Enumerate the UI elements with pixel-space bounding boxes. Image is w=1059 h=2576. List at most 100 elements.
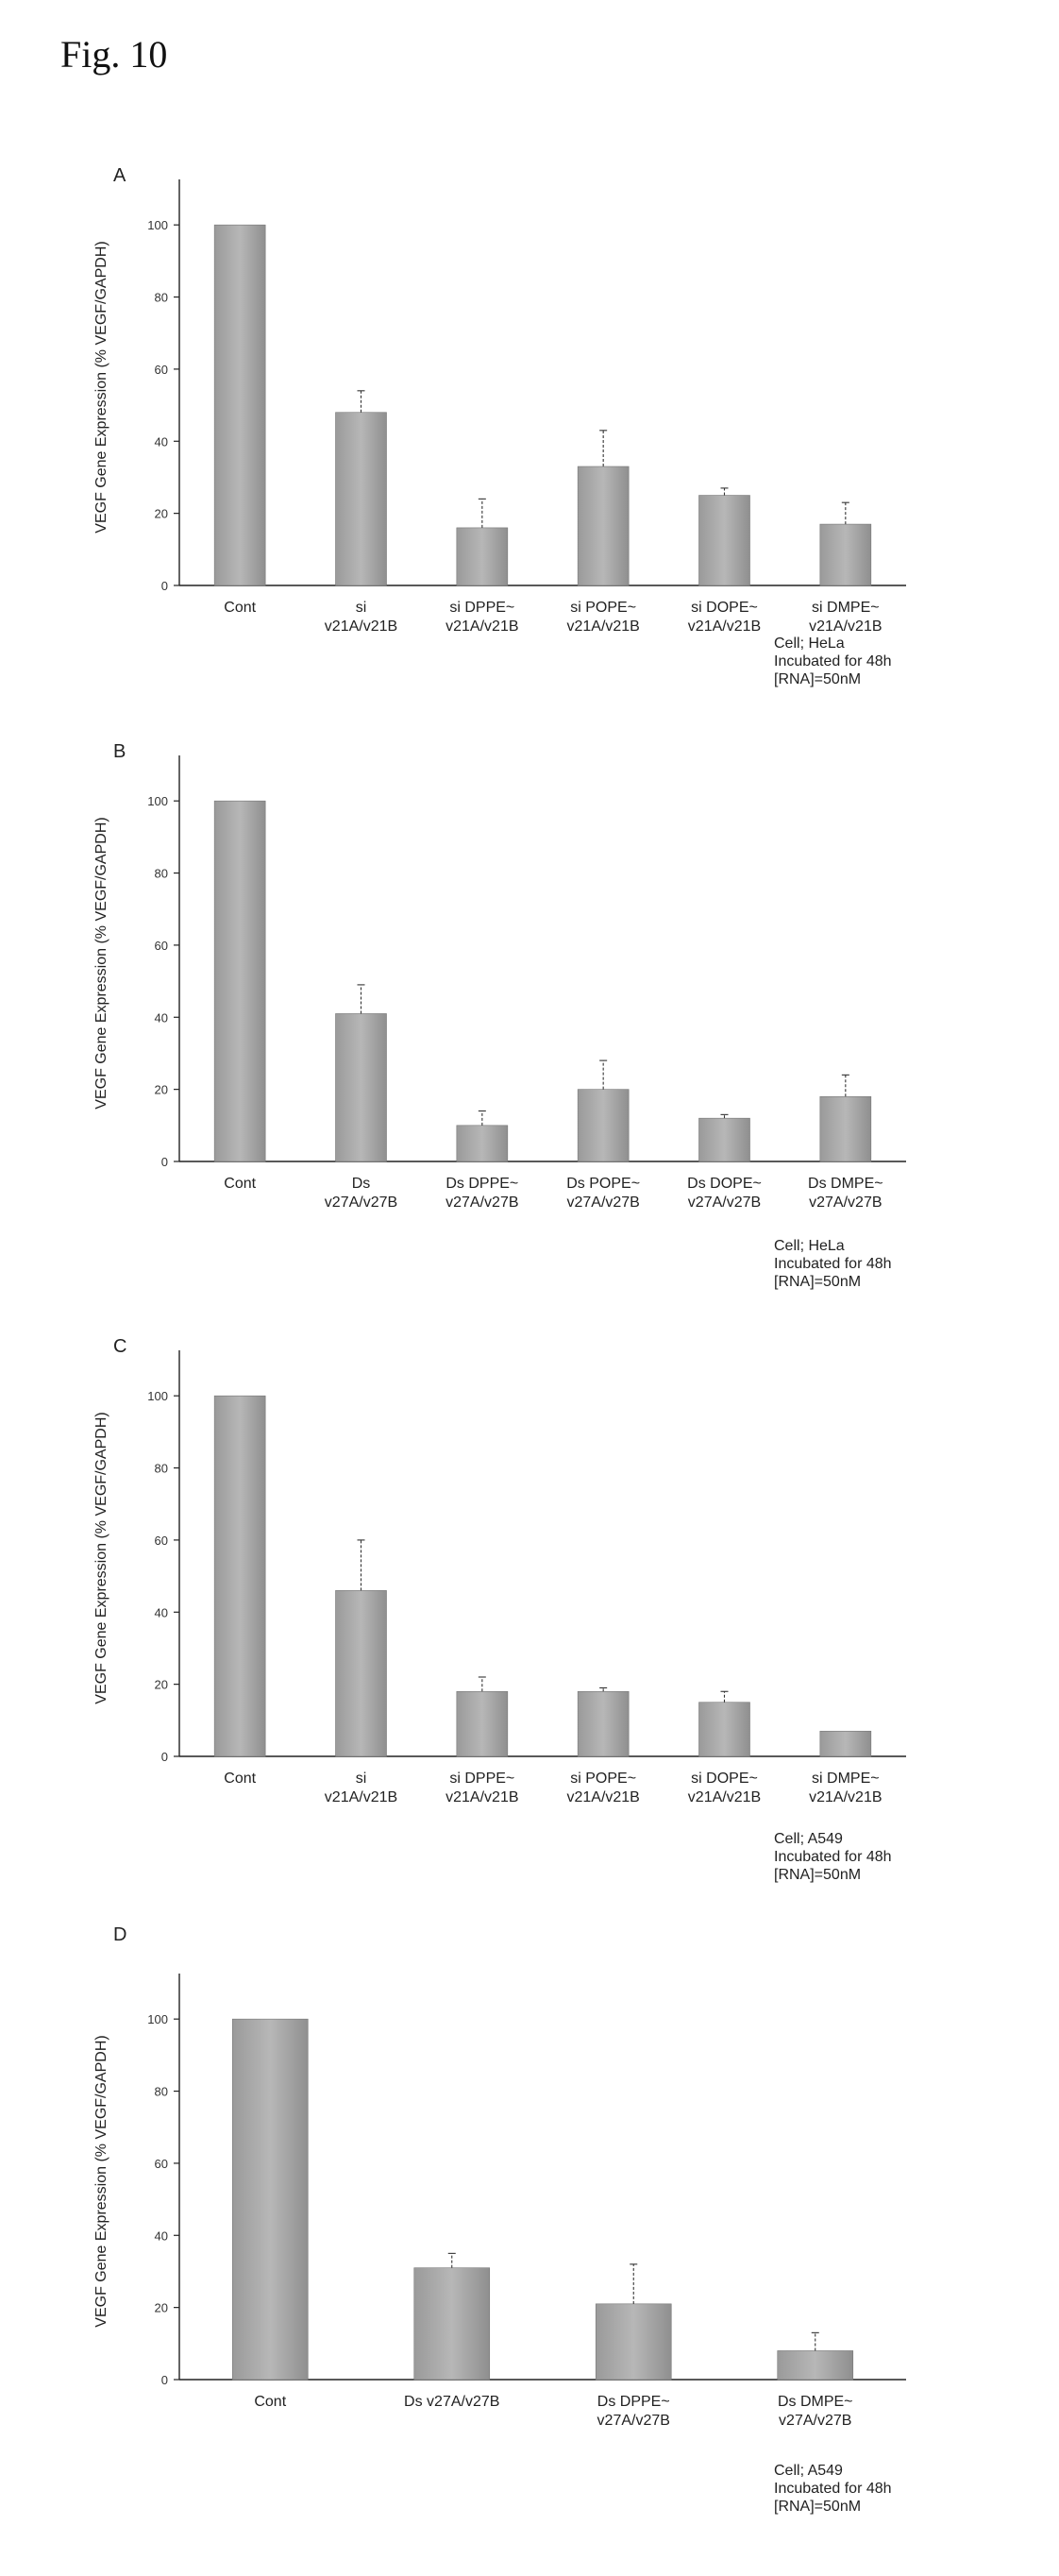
bar (213, 224, 266, 586)
panel-a: A 0 20 40 60 80 100 VEGF Gene Expression (% VEG… (0, 161, 1059, 727)
panel-letter: A (113, 165, 126, 186)
y-axis-label: VEGF Gene Expression (% VEGF/GAPDH) (93, 1412, 109, 1703)
category-label: Ds DOPE~ (687, 1176, 762, 1192)
category-label: si (356, 1771, 367, 1787)
bar (819, 1730, 872, 1757)
y-axis-label: VEGF Gene Expression (% VEGF/GAPDH) (93, 241, 109, 533)
note-line: Incubated for 48h (774, 1849, 892, 1865)
note-line: [RNA]=50nM (774, 671, 862, 687)
note-line: Incubated for 48h (774, 2481, 892, 2497)
category-label: v21A/v21B (566, 619, 639, 635)
y-tick-label: 80 (155, 867, 168, 881)
y-tick-label: 0 (161, 1155, 168, 1169)
category-label: Ds (352, 1176, 371, 1192)
category-label: v21A/v21B (688, 1789, 761, 1805)
category-label: v21A/v21B (809, 619, 882, 635)
note-line: Incubated for 48h (774, 653, 892, 669)
y-tick-label: 0 (161, 579, 168, 593)
bar (577, 1690, 630, 1757)
category-label: Ds v27A/v27B (404, 2394, 499, 2410)
category-label: v27A/v27B (688, 1195, 761, 1211)
panel-letter: C (113, 1336, 126, 1357)
category-label: Ds POPE~ (566, 1176, 640, 1192)
category-label: v27A/v27B (779, 2413, 851, 2429)
bar (819, 523, 872, 586)
category-label: si DPPE~ (449, 600, 514, 616)
category-label: v27A/v27B (566, 1195, 639, 1211)
y-tick-label: 80 (155, 291, 168, 305)
y-tick-label: 20 (155, 1083, 168, 1097)
bar (819, 1095, 872, 1162)
y-tick-label: 20 (155, 507, 168, 521)
category-label: Ds DMPE~ (778, 2394, 853, 2410)
y-axis-label: VEGF Gene Expression (% VEGF/GAPDH) (93, 2035, 109, 2327)
bar (231, 2018, 309, 2381)
bar (698, 495, 750, 586)
chart-a: A 0 20 40 60 80 100 VEGF Gene Expression (% VEG… (93, 165, 906, 635)
note-line: Cell; A549 (774, 1831, 843, 1847)
note-line: [RNA]=50nM (774, 1867, 862, 1883)
y-tick-label: 60 (155, 1534, 168, 1548)
panel-letter: D (113, 1924, 126, 1945)
category-label: si DMPE~ (812, 1771, 880, 1787)
chart-b: B 0 20 40 60 80 100 VEGF Gene Expression (% VEG… (93, 741, 906, 1211)
bar (698, 1702, 750, 1757)
note-line: Cell; HeLa (774, 1238, 845, 1254)
y-tick-label: 80 (155, 2085, 168, 2099)
cell-note-b: Cell; HeLa Incubated for 48h [RNA]=50nM (774, 1237, 892, 1291)
y-tick-label: 40 (155, 434, 168, 449)
category-label: Ds DPPE~ (597, 2394, 670, 2410)
bar (456, 527, 509, 586)
y-tick-label: 20 (155, 1678, 168, 1692)
note-line: Incubated for 48h (774, 1256, 892, 1272)
category-label: v21A/v21B (445, 619, 518, 635)
category-label: v21A/v21B (445, 1789, 518, 1805)
bar (777, 2350, 854, 2381)
category-label: si DMPE~ (812, 600, 880, 616)
note-line: Cell; HeLa (774, 636, 845, 652)
y-tick-label: 40 (155, 1605, 168, 1619)
panel-d: D 0 20 40 60 80 100 VEGF Gene Expression (% VEG… (0, 1922, 1059, 2573)
y-tick-label: 20 (155, 2301, 168, 2315)
category-label: si POPE~ (570, 1771, 636, 1787)
bar (335, 412, 387, 586)
category-label: v27A/v27B (325, 1195, 397, 1211)
y-axis-label: VEGF Gene Expression (% VEGF/GAPDH) (93, 817, 109, 1109)
y-tick-label: 80 (155, 1462, 168, 1476)
panel-b: B 0 20 40 60 80 100 VEGF Gene Expression (% VEG… (0, 737, 1059, 1303)
bar (456, 1690, 509, 1757)
bar (213, 1395, 266, 1757)
bar (413, 2267, 491, 2381)
category-label: v21A/v21B (325, 619, 397, 635)
y-tick-label: 100 (147, 218, 168, 232)
cell-note-a: Cell; HeLa Incubated for 48h [RNA]=50nM (774, 635, 892, 688)
cell-note-d: Cell; A549 Incubated for 48h [RNA]=50nM (774, 2462, 892, 2516)
y-tick-label: 100 (147, 794, 168, 808)
note-line: [RNA]=50nM (774, 1274, 862, 1290)
bar (335, 1590, 387, 1757)
category-label: si POPE~ (570, 600, 636, 616)
category-label: si DOPE~ (691, 1771, 758, 1787)
note-line: [RNA]=50nM (774, 2499, 862, 2515)
panel-letter: B (113, 741, 126, 762)
chart-c: C 0 20 40 60 80 100 VEGF Gene Expression (% VEG… (93, 1336, 906, 1805)
category-label: Cont (254, 2394, 286, 2410)
bar (335, 1013, 387, 1162)
category-label: v27A/v27B (445, 1195, 518, 1211)
category-label: Ds DMPE~ (808, 1176, 883, 1192)
panel-c: C 0 20 40 60 80 100 VEGF Gene Expression (% VEG… (0, 1313, 1059, 1917)
category-label: v27A/v27B (809, 1195, 882, 1211)
category-label: v27A/v27B (597, 2413, 670, 2429)
cell-note-c: Cell; A549 Incubated for 48h [RNA]=50nM (774, 1830, 892, 1884)
bar (577, 466, 630, 586)
category-label: si DOPE~ (691, 600, 758, 616)
category-label: v21A/v21B (566, 1789, 639, 1805)
category-label: v21A/v21B (809, 1789, 882, 1805)
category-label: si (356, 600, 367, 616)
y-tick-label: 40 (155, 1010, 168, 1025)
bar (577, 1089, 630, 1162)
category-label: Cont (224, 1771, 256, 1787)
bar (213, 800, 266, 1162)
category-label: v21A/v21B (325, 1789, 397, 1805)
category-label: Cont (224, 600, 256, 616)
